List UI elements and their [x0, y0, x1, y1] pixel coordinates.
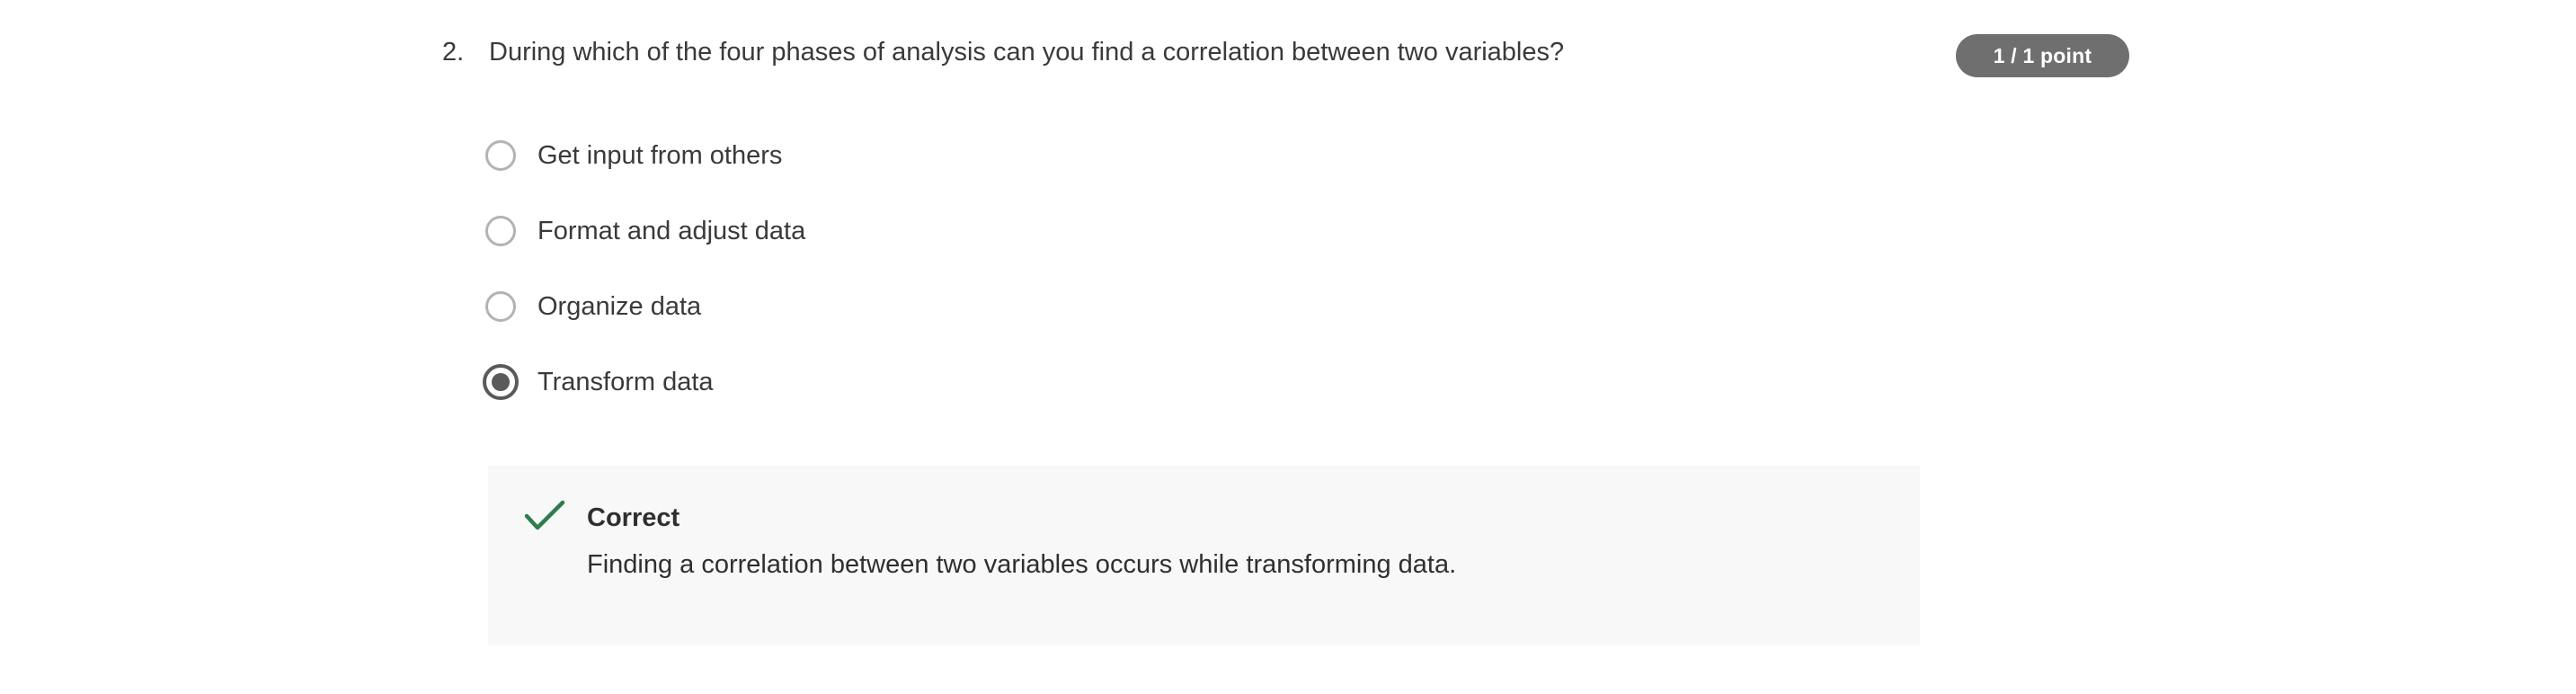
option-label: Format and adjust data [537, 217, 806, 245]
question-number: 2. [442, 38, 465, 67]
points-badge: 1 / 1 point [1956, 34, 2129, 77]
feedback-panel: Correct Finding a correlation between tw… [488, 466, 1920, 645]
radio-button-unselected[interactable] [485, 291, 516, 322]
option-get-input-from-others[interactable]: Get input from others [485, 135, 805, 210]
option-label: Organize data [537, 292, 702, 321]
question-text: During which of the four phases of analy… [489, 38, 1565, 67]
radio-button-unselected[interactable] [485, 216, 516, 246]
radio-button-unselected[interactable] [485, 140, 516, 171]
option-organize-data[interactable]: Organize data [485, 286, 805, 361]
feedback-status: Correct [587, 503, 680, 532]
answer-options: Get input from others Format and adjust … [483, 135, 805, 437]
option-label: Get input from others [537, 141, 783, 170]
option-transform-data[interactable]: Transform data [483, 361, 805, 437]
radio-selected-dot [492, 373, 510, 391]
option-format-and-adjust-data[interactable]: Format and adjust data [485, 210, 805, 286]
radio-button-selected[interactable] [483, 364, 519, 400]
feedback-message: Finding a correlation between two variab… [587, 550, 1457, 579]
option-label: Transform data [537, 368, 714, 396]
check-icon [524, 500, 565, 530]
